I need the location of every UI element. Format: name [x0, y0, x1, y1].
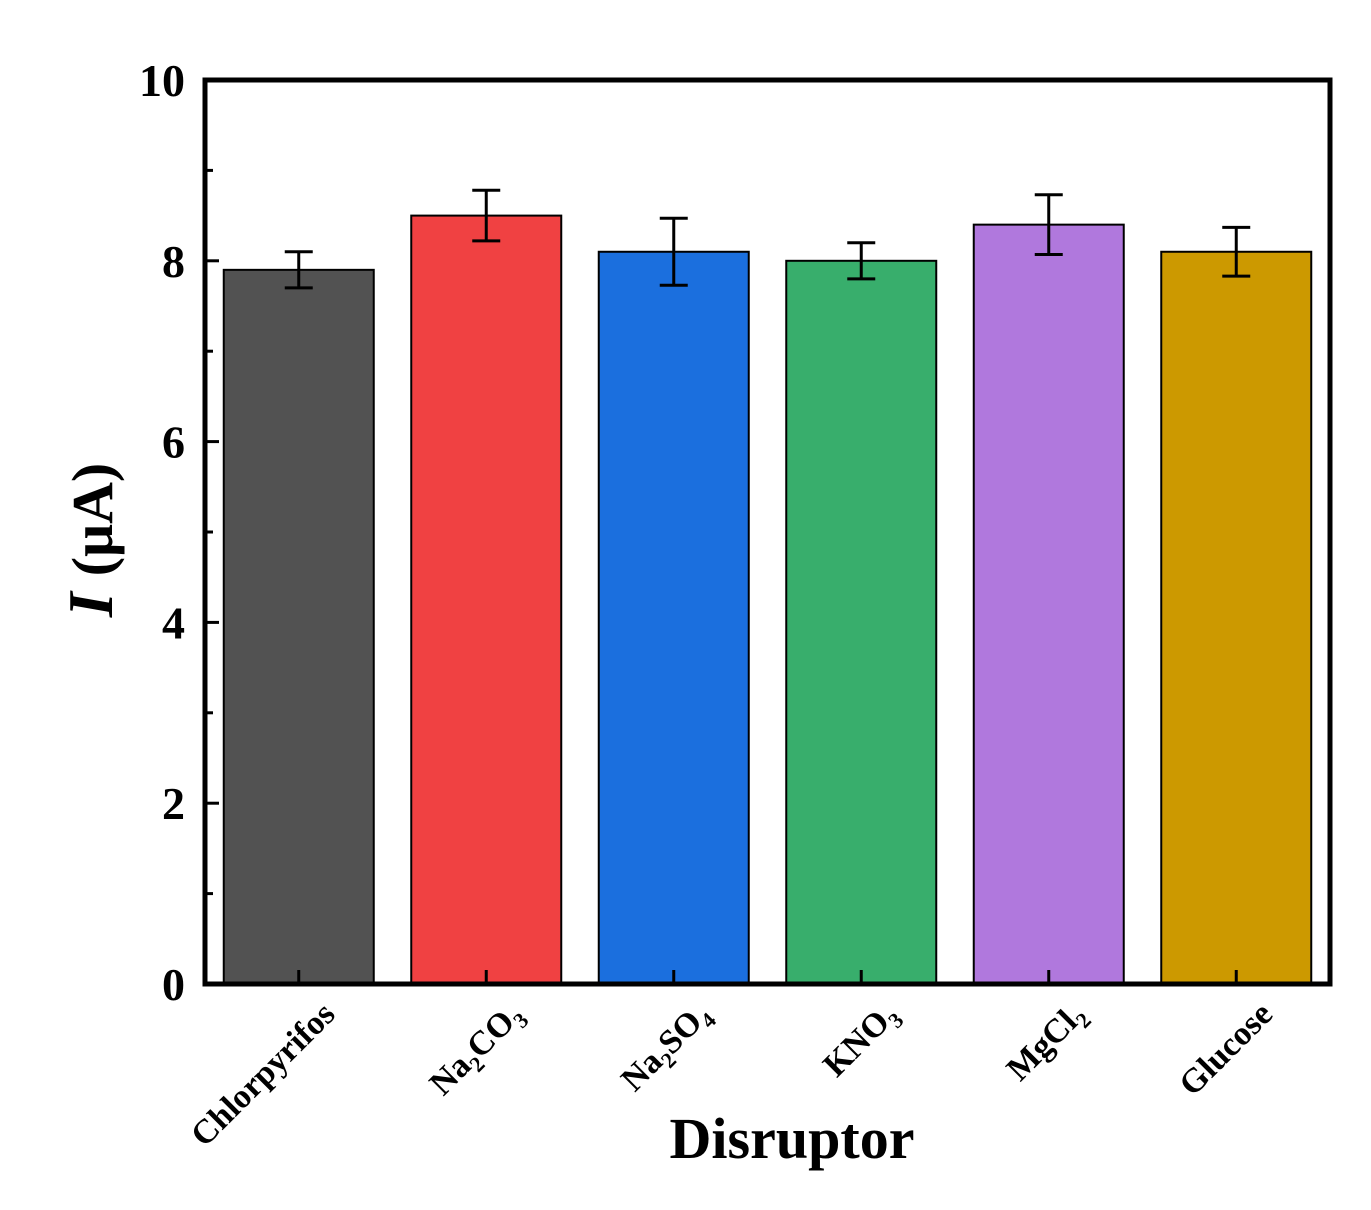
error-bars-group — [284, 188, 1251, 290]
x-tick-label-part-0-0: Chlorpyrifos — [184, 995, 342, 1153]
y-axis-title-unit: (μA) — [60, 463, 125, 576]
x-ticks-group — [297, 970, 1238, 984]
x-tick-label-2: Na2SO4 — [614, 995, 721, 1102]
y-axis-title-symbol: I — [55, 590, 126, 618]
bar-0 — [222, 268, 375, 985]
error-bar-0 — [284, 250, 313, 290]
bar-4 — [972, 223, 1125, 985]
y-tick-label-4: 8 — [162, 236, 185, 287]
x-tick-label-5: Glucose — [1172, 995, 1280, 1103]
x-tick-label-part-5-0: Glucose — [1172, 995, 1280, 1103]
x-tick-label-4: MgCl2 — [1000, 995, 1096, 1091]
y-tick-label-5: 10 — [139, 55, 185, 106]
x-tick-label-3: KNO3 — [816, 995, 908, 1087]
bars-group — [222, 214, 1313, 986]
y-tick-label-0: 0 — [162, 959, 185, 1010]
y-tick-label-3: 6 — [162, 417, 185, 468]
error-bar-1 — [472, 188, 501, 243]
bar-3 — [785, 259, 938, 985]
bar-5 — [1160, 250, 1313, 985]
error-bar-3 — [847, 241, 876, 281]
x-tick-label-0: Chlorpyrifos — [184, 995, 342, 1153]
bar-2 — [597, 250, 750, 985]
y-tick-label-2: 4 — [162, 597, 185, 648]
x-tick-label-1: Na2CO3 — [423, 995, 534, 1106]
error-bar-4 — [1034, 193, 1063, 256]
y-tick-labels: 0 2 4 6 8 10 — [139, 55, 185, 1010]
bar-1 — [410, 214, 563, 986]
x-axis-title: Disruptor — [670, 1106, 915, 1171]
y-ticks-group — [205, 78, 219, 986]
y-axis-title: I (μA) — [55, 463, 126, 618]
error-bar-5 — [1222, 225, 1251, 278]
error-bar-2 — [659, 216, 688, 287]
y-tick-label-1: 2 — [162, 778, 185, 829]
